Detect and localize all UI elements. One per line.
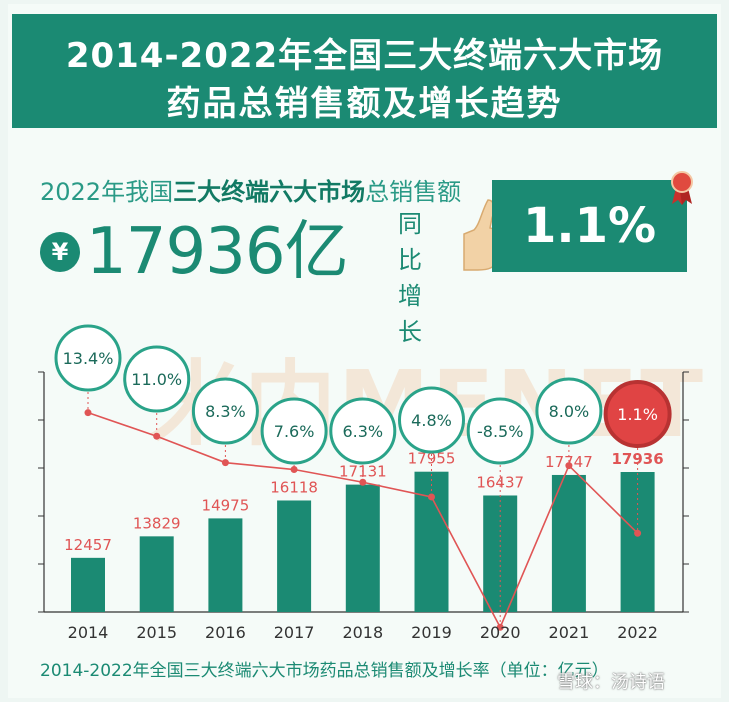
bar-2021	[551, 474, 586, 612]
title-banner: 2014-2022年全国三大终端六大市场 药品总销售额及增长趋势	[12, 14, 717, 128]
chart-caption: 2014-2022年全国三大终端六大市场药品总销售额及增长率（单位：亿元）	[40, 661, 609, 681]
growth-point-2022	[634, 529, 642, 537]
growth-point-2020	[496, 623, 504, 631]
growth-label-2017: 7.6%	[274, 422, 315, 441]
growth-label-2014: 13.4%	[63, 349, 114, 368]
growth-circle-2018	[329, 397, 397, 465]
x-tick-label-2022: 2022	[617, 623, 658, 642]
x-tick-label-2021: 2021	[549, 623, 590, 642]
growth-point-2017	[290, 466, 298, 474]
x-tick-label-2016: 2016	[205, 623, 246, 642]
value-label-2015: 13829	[133, 514, 181, 532]
value-label-2014: 12457	[64, 536, 112, 554]
bar-2020	[483, 495, 518, 612]
yoy-label-line1: 同比	[398, 210, 422, 274]
value-label-2017: 16118	[270, 478, 318, 496]
growth-label-2015: 11.0%	[131, 370, 182, 389]
growth-circle-2017	[260, 397, 328, 465]
x-tick-label-2019: 2019	[411, 623, 452, 642]
value-label-2016: 14975	[202, 496, 250, 514]
growth-point-2016	[221, 459, 229, 467]
growth-circle-2022	[603, 380, 672, 448]
subtitle-post: 总销售额	[365, 178, 462, 206]
value-label-2019: 17955	[408, 450, 456, 468]
yoy-label: 同比 增长	[398, 206, 438, 350]
yen-icon: ¥	[40, 232, 80, 272]
bar-2018	[345, 484, 380, 612]
value-label-2018: 17131	[339, 463, 387, 481]
growth-label-2019: 4.8%	[411, 411, 452, 430]
x-tick-label-2014: 2014	[68, 623, 109, 642]
x-tick-label-2015: 2015	[136, 623, 177, 642]
bar-2016	[208, 518, 243, 612]
total-sales: 17936亿	[86, 215, 349, 289]
growth-point-2015	[153, 432, 161, 440]
growth-circle-2020	[466, 397, 534, 465]
subtitle-bold: 三大终端六大市场	[173, 178, 366, 206]
bar-2017	[277, 500, 312, 612]
credit-text: 雪球：汤诗语	[557, 672, 665, 693]
yoy-label-line2: 增长	[398, 282, 422, 346]
medal-icon	[671, 171, 693, 205]
growth-point-2021	[565, 462, 573, 470]
value-label-2022: 17936	[612, 450, 664, 468]
subtitle-pre: 2022年我国	[40, 178, 174, 206]
value-label-2021: 17747	[545, 453, 593, 471]
title-line-1: 2014-2022年全国三大终端六大市场	[65, 36, 664, 76]
bar-2019	[414, 471, 449, 612]
bar-2015	[139, 536, 174, 612]
value-label-2020: 16437	[476, 473, 524, 491]
growth-rate-box: 1.1%	[492, 180, 687, 272]
x-tick-label-2017: 2017	[274, 623, 315, 642]
growth-point-2014	[84, 409, 92, 417]
growth-label-2022: 1.1%	[617, 405, 658, 424]
bar-2022	[620, 472, 655, 612]
growth-circle-2016	[191, 377, 259, 445]
growth-point-2018	[359, 478, 367, 486]
title-line-2: 药品总销售额及增长趋势	[166, 84, 563, 124]
growth-circle-2014	[54, 324, 122, 392]
growth-label-2021: 8.0%	[549, 402, 590, 421]
growth-label-2020: -8.5%	[477, 422, 523, 441]
x-tick-label-2018: 2018	[342, 623, 383, 642]
growth-point-2019	[428, 493, 435, 501]
growth-circle-2019	[398, 386, 465, 454]
subtitle: 2022年我国三大终端六大市场总销售额	[40, 172, 461, 207]
growth-label-2016: 8.3%	[205, 402, 246, 421]
growth-label-2018: 6.3%	[342, 422, 383, 441]
bar-2014	[71, 557, 105, 612]
x-tick-label-2020: 2020	[480, 623, 521, 642]
growth-circle-2015	[123, 345, 191, 413]
growth-circle-2021	[535, 377, 603, 445]
